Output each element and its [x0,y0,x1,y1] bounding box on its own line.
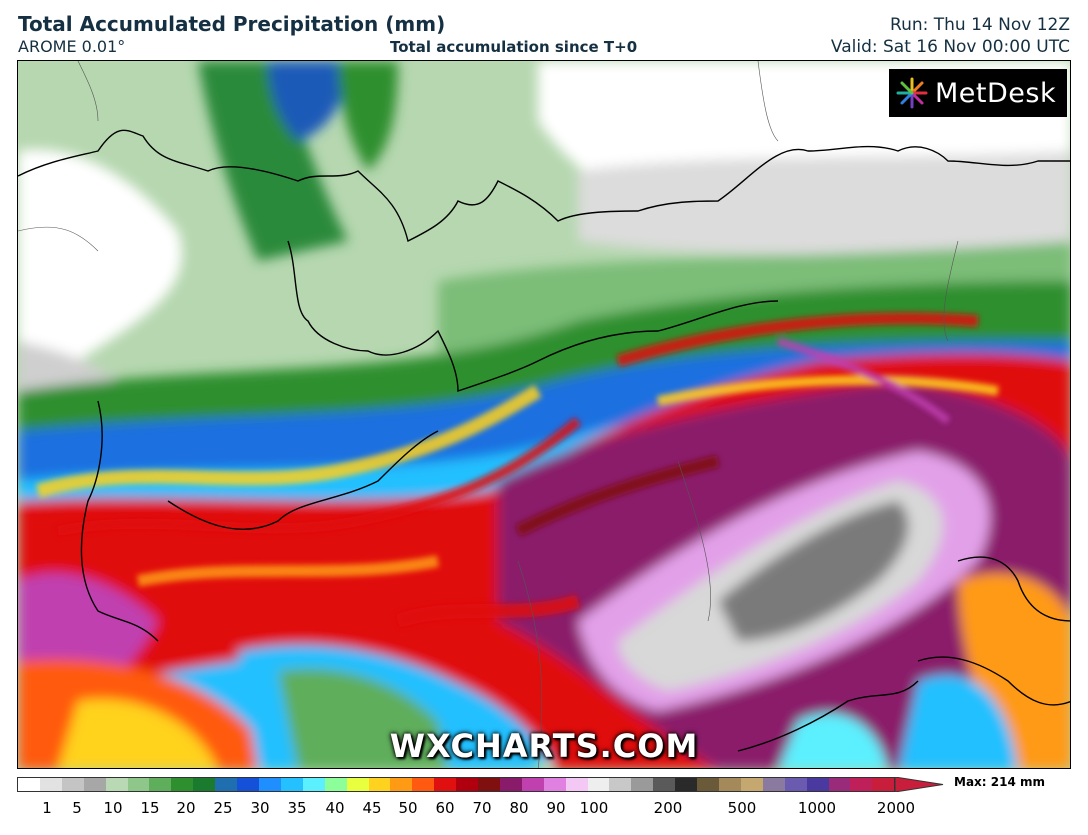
model-label: AROME 0.01° [18,37,126,56]
color-scale-tick-label: 20 [176,799,196,817]
color-scale-tick-label: 10 [103,799,123,817]
color-scale-tick-label: 100 [579,799,609,817]
chart-title: Total Accumulated Precipitation (mm) [18,12,446,36]
color-scale-segment [653,778,676,791]
color-scale-segment [61,778,84,791]
color-scale-tick-label: 500 [727,799,757,817]
color-scale-segment [740,778,763,791]
color-scale-segment [499,778,522,791]
color-scale-segment [39,778,62,791]
color-scale-segment [193,778,216,791]
color-scale-tick-label: 40 [325,799,345,817]
color-scale-segment [565,778,588,791]
color-scale-bar [17,777,895,792]
color-scale-segment [302,778,325,791]
color-scale-segment [828,778,851,791]
color-scale-segment [258,778,281,791]
color-scale-segment [543,778,566,791]
color-scale-segment [850,778,873,791]
color-scale-segment [609,778,632,791]
map-canvas [18,61,1070,768]
color-scale-segment [237,778,259,791]
color-scale-tick-label: 25 [213,799,233,817]
color-scale-tick-label: 200 [653,799,683,817]
color-scale-segment [83,778,106,791]
color-scale-segment [18,778,40,791]
color-scale-segment [390,778,413,791]
color-scale-segment [675,778,698,791]
metdesk-logo: MetDesk [889,69,1067,117]
color-scale-segment [762,778,785,791]
color-scale-segment [784,778,807,791]
color-scale-segment [171,778,194,791]
color-scale-tick-label: 70 [472,799,492,817]
color-scale-tick-label: 1 [42,799,52,817]
color-scale-segment [478,778,500,791]
color-scale-tick-label: 50 [398,799,418,817]
color-scale-segment [806,778,829,791]
color-scale-segment [149,778,172,791]
color-scale-tick-label: 35 [287,799,307,817]
color-scale-tick-label: 80 [509,799,529,817]
color-scale-tick-label: 15 [140,799,160,817]
color-scale-segment [587,778,610,791]
color-scale-segment [324,778,347,791]
color-scale-segment [456,778,479,791]
max-value-label: Max: 214 mm [954,775,1045,789]
color-scale-ticks: 1 5 10 15 20 25 30 35 40 45 50 60 70 80 90 100 200 500 100… [0,799,1088,819]
color-scale-tick-label: 5 [72,799,82,817]
run-time: Run: Thu 14 Nov 12Z [890,15,1070,35]
color-scale-segment [719,778,741,791]
color-scale-segment [434,778,457,791]
color-scale-segment [697,778,719,791]
color-scale-segment [105,778,128,791]
color-scale-segment [872,778,895,791]
wxcharts-watermark: WXCHARTS.COM [389,727,699,765]
color-scale-segment [412,778,435,791]
color-scale-segment [127,778,150,791]
metdesk-starburst-icon [896,77,928,109]
color-scale-segment [631,778,654,791]
color-scale-segment [280,778,303,791]
metdesk-logo-text: MetDesk [935,77,1057,109]
chart-subtitle: Total accumulation since T+0 [390,38,638,56]
color-scale-tick-label: 30 [250,799,270,817]
color-scale-segment [215,778,238,791]
color-scale-tick-label: 2000 [876,799,916,817]
color-scale-segment [521,778,544,791]
color-scale-tick-label: 60 [435,799,455,817]
color-scale-tick-label: 90 [546,799,566,817]
color-scale-arrow [895,777,944,792]
valid-time: Valid: Sat 16 Nov 00:00 UTC [830,37,1070,57]
color-scale-segment [346,778,369,791]
precipitation-map [17,60,1071,769]
color-scale-tick-label: 1000 [797,799,837,817]
color-scale-segment [368,778,391,791]
color-scale-tick-label: 45 [362,799,382,817]
